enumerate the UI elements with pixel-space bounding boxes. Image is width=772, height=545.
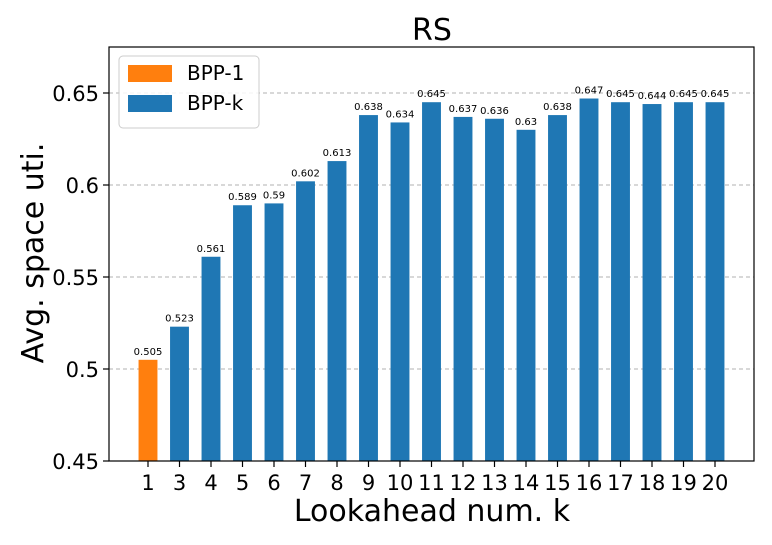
bar: [674, 102, 693, 461]
bar-value-label: 0.645: [701, 89, 730, 100]
legend: BPP-1 BPP-k: [118, 55, 260, 129]
bar-value-label: 0.637: [449, 104, 478, 115]
x-tick-label: 19: [670, 471, 697, 495]
x-tick-label: 9: [362, 471, 375, 495]
x-tick-label: 18: [639, 471, 666, 495]
bar: [327, 161, 347, 461]
x-tick-label: 7: [299, 471, 312, 495]
bar: [611, 102, 630, 461]
y-tick-label: 0.6: [66, 174, 99, 198]
bar: [548, 115, 567, 461]
bar: [453, 116, 473, 462]
legend-label: BPP-1: [187, 61, 244, 85]
bar: [264, 203, 284, 461]
x-tick-label: 3: [173, 471, 186, 495]
bar-value-label: 0.523: [165, 314, 194, 325]
bar-value-label: 0.589: [228, 192, 257, 203]
bar-value-label: 0.638: [543, 102, 572, 113]
bar: [201, 256, 221, 461]
x-tick-label: 6: [267, 471, 280, 495]
x-axis-label: Lookahead num. k: [294, 494, 571, 529]
bar: [359, 115, 378, 461]
x-tick-label: 8: [330, 471, 343, 495]
bar-value-label: 0.638: [354, 102, 383, 113]
bar-value-label: 0.602: [291, 168, 320, 179]
x-tick-label: 5: [236, 471, 249, 495]
bar-value-label: 0.645: [417, 89, 446, 100]
x-tick-label: 12: [450, 471, 477, 495]
x-tick-label: 15: [544, 471, 571, 495]
y-tick-label: 0.5: [66, 358, 99, 382]
bar-value-label: 0.63: [515, 117, 537, 128]
bar: [642, 104, 662, 461]
legend-label: BPP-k: [187, 91, 244, 115]
bar-value-label: 0.59: [263, 190, 285, 201]
bar: [705, 102, 725, 461]
bar: [422, 102, 441, 461]
x-tick-label: 20: [702, 471, 729, 495]
bar-value-label: 0.644: [638, 91, 667, 102]
bar-value-label: 0.636: [480, 106, 509, 117]
bars: [138, 98, 725, 462]
x-tick-label: 13: [481, 471, 508, 495]
bar: [170, 326, 189, 461]
legend-swatch: [128, 95, 172, 112]
bar-value-label: 0.561: [197, 244, 226, 255]
bar: [390, 122, 410, 461]
x-ticks: 1 3 4 5 6 7 8 9 10 11 12 13 14 15 16 17 18 19 20: [141, 461, 728, 495]
bar: [138, 359, 158, 461]
x-tick-label: 16: [576, 471, 603, 495]
y-tick-label: 0.55: [52, 266, 99, 290]
bar-value-label: 0.634: [386, 109, 415, 120]
bar-value-label: 0.613: [323, 148, 352, 159]
x-tick-label: 1: [141, 471, 154, 495]
bar: [485, 118, 504, 461]
legend-swatch: [128, 65, 172, 82]
bar: [296, 181, 315, 461]
bar-value-label: 0.645: [606, 89, 635, 100]
bar: [233, 205, 252, 461]
x-tick-label: 14: [513, 471, 540, 495]
x-tick-label: 17: [607, 471, 634, 495]
y-axis-label: Avg. space uti.: [16, 143, 51, 364]
x-tick-label: 10: [387, 471, 414, 495]
bar: [516, 129, 536, 462]
y-tick-label: 0.45: [52, 450, 99, 474]
y-tick-label: 0.65: [52, 82, 99, 106]
bar-value-label: 0.505: [134, 347, 163, 358]
bar-value-label: 0.647: [575, 86, 604, 97]
x-tick-label: 4: [204, 471, 217, 495]
chart-title: RS: [412, 13, 452, 48]
bar: [579, 98, 599, 462]
bar-value-label: 0.645: [669, 89, 698, 100]
x-tick-label: 11: [418, 471, 445, 495]
y-ticks: 0.45 0.5 0.55 0.6 0.65: [52, 82, 109, 474]
